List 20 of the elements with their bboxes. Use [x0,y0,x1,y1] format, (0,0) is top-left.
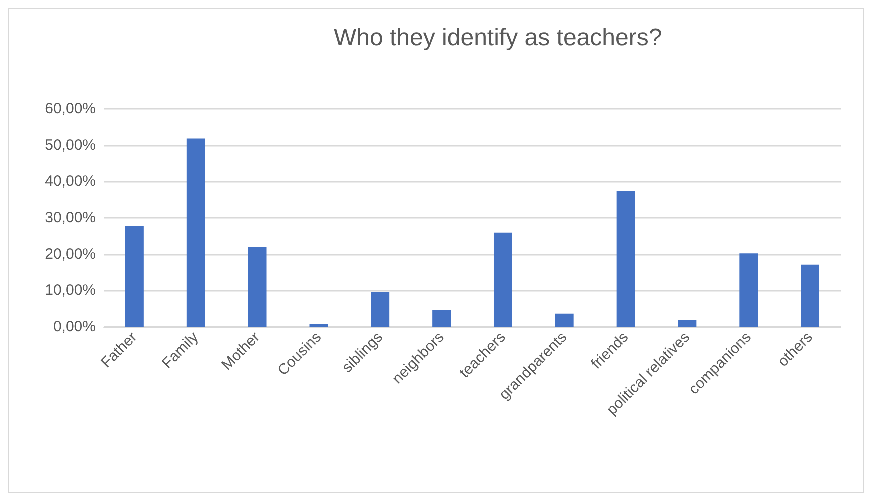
bar [678,320,697,327]
bar [801,264,820,327]
bar [555,314,574,327]
y-tick-label: 20,00% [45,246,96,263]
bar [616,191,636,327]
bar [310,324,328,327]
y-tick-label: 0,00% [53,318,96,336]
y-tick-label: 50,00% [45,136,96,154]
y-tick-label: 10,00% [45,282,96,300]
y-tick-label: 60,00% [45,100,96,118]
y-tick-label: 40,00% [45,173,96,190]
bar [432,310,452,327]
y-tick-label: 30,00% [45,210,96,226]
bar [125,226,144,327]
bar [371,292,390,327]
bar [186,138,206,327]
bar [494,232,512,327]
chart-title: Who they identify as teachers? [334,24,662,52]
bar [248,247,267,327]
bar [740,254,758,327]
